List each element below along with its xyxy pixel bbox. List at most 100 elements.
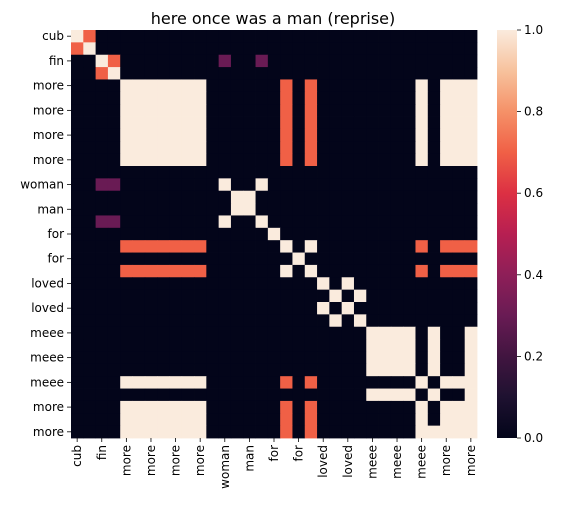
heatmap-cell (403, 227, 416, 241)
heatmap-cell (132, 203, 146, 216)
column-tick-label: woman (218, 445, 232, 489)
heatmap-cell (267, 190, 281, 204)
heatmap-cell (83, 54, 96, 68)
heatmap-cell (353, 54, 367, 68)
heatmap-cell (144, 190, 158, 204)
heatmap-cell (292, 252, 306, 266)
heatmap-cell (157, 376, 170, 389)
column-tick-label: loved (341, 445, 355, 478)
heatmap-cell (107, 388, 121, 402)
heatmap-cell (132, 400, 146, 414)
heatmap-cell (390, 376, 404, 389)
heatmap-cell (181, 227, 195, 241)
colorbar-tick-label: 1.0 (524, 23, 543, 37)
heatmap-cell (194, 264, 207, 278)
heatmap-cell (83, 128, 96, 142)
heatmap-cell (267, 351, 281, 365)
heatmap-cell (378, 339, 392, 352)
heatmap-cell (353, 277, 367, 291)
heatmap-cell (267, 42, 281, 56)
heatmap-cell (452, 190, 466, 204)
heatmap-cell (280, 190, 293, 204)
heatmap-cell (415, 302, 429, 315)
heatmap-cell (132, 277, 146, 291)
column-tick-label: more (193, 445, 207, 476)
heatmap-cell (181, 42, 195, 56)
heatmap-cell (243, 289, 256, 303)
heatmap-cell (452, 240, 466, 253)
heatmap-cell (317, 302, 330, 315)
heatmap-cell (107, 128, 121, 142)
heatmap-cell (329, 178, 343, 192)
heatmap-cell (206, 215, 220, 229)
heatmap-cell (181, 128, 195, 142)
heatmap-cell (390, 326, 404, 340)
heatmap-cell (169, 42, 183, 56)
heatmap-cell (120, 388, 133, 402)
heatmap-cell (292, 215, 306, 229)
heatmap-cell (464, 67, 478, 80)
heatmap-cell (427, 388, 441, 402)
heatmap-cell (464, 314, 478, 328)
heatmap-cell (267, 277, 281, 291)
heatmap-cell (390, 54, 404, 68)
heatmap-cell (95, 289, 109, 303)
heatmap-cell (390, 166, 404, 179)
heatmap-cell (157, 425, 170, 439)
heatmap-cells (71, 30, 478, 439)
heatmap-cell (292, 91, 306, 105)
heatmap-cell (390, 178, 404, 192)
heatmap-cell (317, 166, 330, 179)
heatmap-cell (230, 104, 244, 117)
heatmap-cell (415, 128, 429, 142)
heatmap-cell (206, 289, 220, 303)
heatmap-cell (243, 425, 256, 439)
heatmap-cell (132, 326, 146, 340)
heatmap-cell (267, 240, 281, 253)
heatmap-cell (464, 388, 478, 402)
heatmap-cell (304, 30, 318, 43)
heatmap-cell (120, 252, 133, 266)
heatmap-cell (120, 227, 133, 241)
heatmap-cell (83, 302, 96, 315)
heatmap-cell (341, 302, 355, 315)
heatmap-cell (255, 326, 269, 340)
heatmap-cell (366, 67, 379, 80)
heatmap-cell (427, 141, 441, 155)
heatmap-cell (366, 116, 379, 130)
heatmap-cell (390, 388, 404, 402)
heatmap-cell (427, 376, 441, 389)
heatmap-cell (329, 339, 343, 352)
heatmap-cell (144, 376, 158, 389)
heatmap-cell (206, 30, 220, 43)
heatmap-cell (317, 190, 330, 204)
heatmap-cell (464, 203, 478, 216)
row-tick-label: meee (30, 326, 64, 340)
heatmap-cell (194, 351, 207, 365)
heatmap-cell (132, 215, 146, 229)
heatmap-cell (304, 79, 318, 93)
heatmap-cell (83, 363, 96, 377)
heatmap-cell (280, 42, 293, 56)
heatmap-cell (403, 203, 416, 216)
heatmap-cell (255, 128, 269, 142)
heatmap-cell (181, 339, 195, 352)
heatmap-cell (206, 388, 220, 402)
heatmap-cell (71, 153, 84, 167)
heatmap-cell (267, 54, 281, 68)
heatmap-cell (353, 67, 367, 80)
heatmap-cell (427, 203, 441, 216)
heatmap-cell (427, 326, 441, 340)
heatmap-cell (95, 314, 109, 328)
heatmap-cell (169, 91, 183, 105)
heatmap-cell (464, 264, 478, 278)
heatmap-cell (120, 376, 133, 389)
heatmap-cell (415, 42, 429, 56)
heatmap-cell (280, 289, 293, 303)
heatmap-cell (230, 153, 244, 167)
heatmap-cell (304, 54, 318, 68)
heatmap-cell (83, 339, 96, 352)
heatmap-cell (83, 91, 96, 105)
heatmap-cell (169, 326, 183, 340)
